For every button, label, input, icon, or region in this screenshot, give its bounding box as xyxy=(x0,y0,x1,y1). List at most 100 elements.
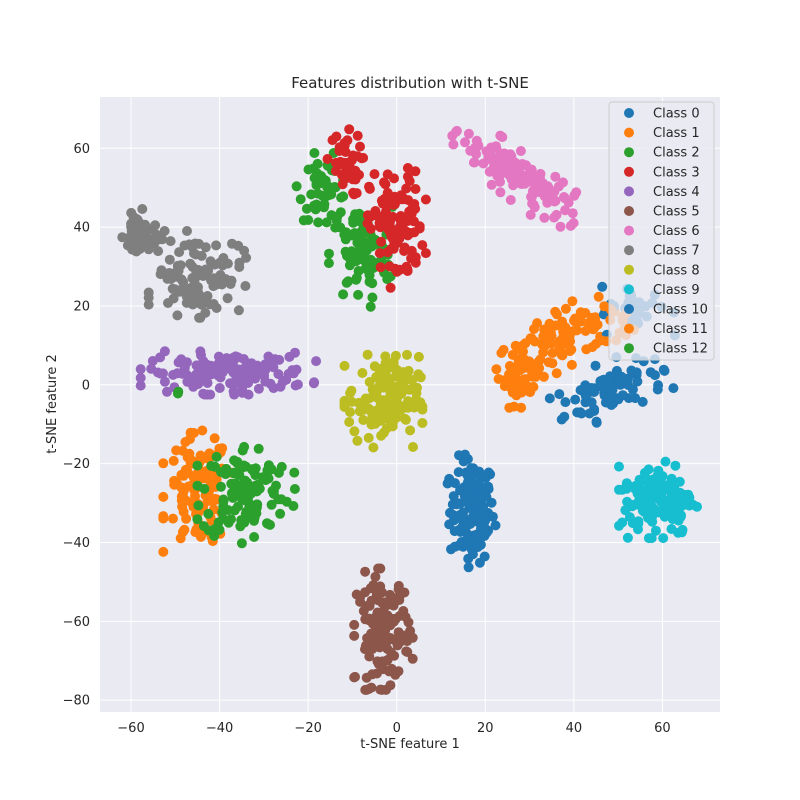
data-point xyxy=(254,366,265,377)
data-point xyxy=(155,352,166,363)
data-point xyxy=(604,375,615,386)
data-point xyxy=(178,470,189,481)
data-point xyxy=(237,387,248,398)
data-point xyxy=(198,521,209,532)
data-point xyxy=(335,156,346,167)
data-point xyxy=(387,592,398,603)
data-point xyxy=(399,630,410,641)
data-point xyxy=(518,346,528,357)
data-point xyxy=(516,387,527,398)
data-point xyxy=(345,407,356,418)
data-point xyxy=(527,186,538,197)
data-point xyxy=(253,383,264,394)
data-point xyxy=(580,326,591,336)
data-point xyxy=(146,363,157,374)
data-point xyxy=(353,289,364,300)
data-point xyxy=(327,135,338,146)
data-point xyxy=(643,464,654,475)
x-tick-label: 60 xyxy=(654,721,671,736)
data-point xyxy=(360,566,371,577)
data-point xyxy=(483,481,494,492)
data-point xyxy=(239,245,250,256)
data-point xyxy=(310,204,321,215)
data-point xyxy=(188,381,199,392)
data-point xyxy=(236,538,247,549)
data-point xyxy=(539,212,550,223)
data-point xyxy=(211,240,222,251)
data-point xyxy=(584,408,595,419)
legend-marker xyxy=(624,245,634,256)
data-point xyxy=(191,265,202,276)
data-point xyxy=(222,293,233,304)
data-point xyxy=(276,461,287,472)
data-point xyxy=(658,364,669,375)
data-point xyxy=(376,430,387,441)
data-point xyxy=(213,351,224,362)
data-point xyxy=(173,265,184,276)
data-point xyxy=(117,232,128,243)
data-point xyxy=(193,472,203,483)
data-point xyxy=(163,298,173,308)
data-point xyxy=(321,217,332,228)
data-point xyxy=(365,301,376,312)
data-point xyxy=(383,379,394,390)
data-point xyxy=(576,316,587,327)
data-point xyxy=(202,389,213,400)
data-point xyxy=(464,479,475,490)
data-point xyxy=(597,281,608,292)
data-point xyxy=(382,396,393,407)
data-point xyxy=(158,458,169,469)
data-point xyxy=(617,484,628,495)
data-point xyxy=(560,205,571,216)
data-point xyxy=(531,367,542,378)
y-tick-label: 40 xyxy=(73,221,90,236)
data-point xyxy=(451,499,462,510)
data-point xyxy=(453,467,464,478)
data-point xyxy=(380,351,391,362)
data-point xyxy=(581,383,592,394)
data-point xyxy=(190,283,201,294)
data-point xyxy=(598,383,609,394)
data-point xyxy=(569,190,580,201)
data-point xyxy=(655,496,666,507)
x-tick-label: 20 xyxy=(477,721,494,736)
data-point xyxy=(375,397,386,408)
data-point xyxy=(507,349,518,360)
data-point xyxy=(211,451,222,462)
data-point xyxy=(193,500,204,511)
data-point xyxy=(205,361,216,372)
data-point xyxy=(467,470,478,481)
data-point xyxy=(229,389,240,400)
data-point xyxy=(572,407,583,418)
data-point xyxy=(239,441,250,452)
data-point xyxy=(385,227,396,238)
legend-marker xyxy=(624,343,634,354)
data-point xyxy=(195,312,206,323)
data-point xyxy=(378,664,389,675)
data-point xyxy=(650,370,660,381)
data-point xyxy=(402,266,413,276)
data-point xyxy=(684,500,695,511)
data-point xyxy=(406,253,417,264)
data-point xyxy=(231,368,242,379)
data-point xyxy=(203,508,214,519)
data-point xyxy=(229,455,240,466)
data-point xyxy=(525,209,536,220)
data-point xyxy=(168,513,178,524)
data-point xyxy=(387,387,398,398)
data-point xyxy=(627,384,638,395)
data-point xyxy=(375,563,386,574)
data-point xyxy=(554,389,565,400)
data-point xyxy=(369,361,380,372)
data-point xyxy=(340,234,351,245)
data-point xyxy=(349,619,360,630)
legend-label: Class 4 xyxy=(653,185,700,200)
data-point xyxy=(249,512,260,523)
data-point xyxy=(185,427,196,438)
data-point xyxy=(376,641,387,652)
data-point xyxy=(449,541,460,552)
data-point xyxy=(407,653,418,664)
legend-marker xyxy=(624,304,634,314)
data-point xyxy=(524,363,535,374)
data-point xyxy=(363,432,374,443)
